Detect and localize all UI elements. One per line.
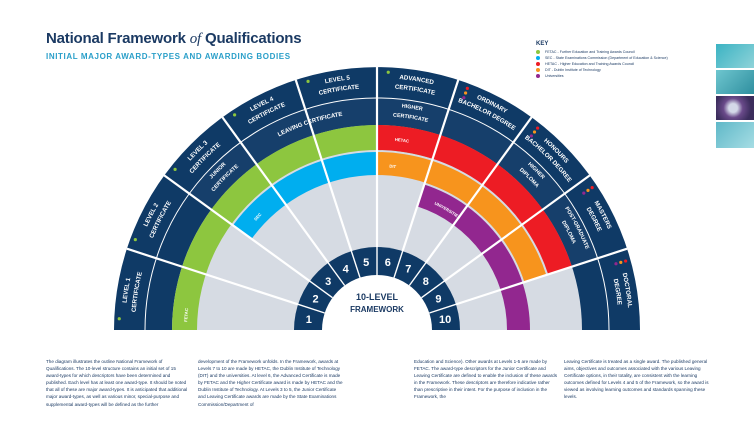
level-divider <box>408 116 533 287</box>
side-photo-1 <box>716 44 754 68</box>
level-divider <box>294 79 362 279</box>
band-label-dit: DIT <box>389 163 397 169</box>
key-legend: KEY FETAC - Further Education and Traini… <box>536 41 706 79</box>
award-label: LEVEL 1 <box>121 277 132 304</box>
awarding-body-dot-icon <box>133 238 137 242</box>
inner-award-label: CERTIFICATE <box>393 113 429 125</box>
key-item: DIT - Dublin Institute of Technology <box>536 67 706 73</box>
inner-award-label: HIGHER <box>401 103 423 112</box>
text-column-2: development of the Framework unfolds. In… <box>198 359 343 407</box>
key-dot-icon <box>536 56 540 60</box>
sec-band <box>232 152 377 239</box>
key-item: Universities <box>536 73 706 79</box>
hub-divider <box>429 303 457 314</box>
hub-divider <box>350 250 361 278</box>
awarding-body-dot-icon <box>117 317 121 321</box>
hetac-band <box>377 125 572 275</box>
page-title: National Framework of Qualifications <box>46 30 302 47</box>
awarding-body-dot-icon <box>529 134 533 138</box>
side-photo-4 <box>716 122 754 148</box>
level-divider <box>126 247 326 315</box>
base-line <box>112 330 642 334</box>
award-label: DEGREE <box>612 278 623 305</box>
band-label-fetac: FETAC <box>183 308 189 322</box>
awarding-body-dot-icon <box>464 91 468 95</box>
level-number-5: 5 <box>363 257 369 269</box>
level-number-1: 1 <box>306 314 312 326</box>
key-dot-icon <box>536 50 540 54</box>
key-dot-icon <box>536 74 540 78</box>
award-label: LEVEL 5 <box>324 74 351 85</box>
key-item: SEC - State Examinations Commission (Dep… <box>536 55 706 61</box>
level-number-2: 2 <box>312 294 318 306</box>
level-number-3: 3 <box>325 276 331 288</box>
awarding-body-dot-icon <box>619 260 623 264</box>
awarding-body-dot-icon <box>624 259 628 263</box>
level-divider <box>163 174 334 299</box>
key-item: FETAC - Further Education and Training A… <box>536 49 706 55</box>
key-dot-icon <box>536 62 540 66</box>
band-label-hetac: HETAC <box>395 137 410 144</box>
key-dot-icon <box>536 68 540 72</box>
page-subtitle: INITIAL MAJOR AWARD-TYPES AND AWARDING B… <box>46 52 291 61</box>
awarding-body-dot-icon <box>465 86 469 90</box>
key-label: FETAC - Further Education and Training A… <box>545 50 635 54</box>
band-label-sec: SEC <box>253 212 263 222</box>
hub-divider <box>327 262 346 286</box>
center-label: FRAMEWORK <box>350 305 404 314</box>
level-divider <box>428 247 628 315</box>
hub-divider <box>408 262 427 286</box>
center-label: 10-LEVEL <box>356 292 399 302</box>
text-column-4: Leaving Certificate is treated as a sing… <box>564 359 709 400</box>
level-divider <box>420 174 591 299</box>
awarding-body-dot-icon <box>582 191 586 195</box>
awarding-body-dot-icon <box>586 188 590 192</box>
level-number-8: 8 <box>423 276 429 288</box>
awarding-body-dot-icon <box>233 113 237 117</box>
ring-separator <box>144 97 610 331</box>
awarding-body-dot-icon <box>306 79 310 83</box>
inner-award-band <box>189 97 598 267</box>
level-number-7: 7 <box>405 264 411 276</box>
key-label: SEC - State Examinations Commission (Dep… <box>545 56 668 60</box>
hub-divider <box>393 250 404 278</box>
awarding-body-dot-icon <box>532 130 537 134</box>
text-column-3: Education and Science). Other awards at … <box>414 359 558 400</box>
awarding-body-dot-icon <box>590 186 594 190</box>
universities-band <box>417 184 530 330</box>
awarding-body-dot-icon <box>386 70 390 74</box>
awarding-body-dot-icon <box>614 262 618 266</box>
center-disc <box>322 275 432 330</box>
level-number-4: 4 <box>343 264 350 276</box>
level-number-10: 10 <box>439 314 451 326</box>
key-label: HETAC - Higher Education and Training Aw… <box>545 62 635 66</box>
key-label: DIT - Dublin Institute of Technology <box>545 68 601 72</box>
hub-divider <box>309 280 333 299</box>
hub-divider <box>297 303 325 314</box>
text-column-1: The diagram illustrates the outline Nati… <box>46 359 188 407</box>
key-label: Universities <box>545 74 564 78</box>
hub-divider <box>421 280 445 299</box>
dit-band <box>377 152 547 283</box>
side-photo-3 <box>716 96 754 120</box>
awarding-body-dot-icon <box>462 96 466 100</box>
awarding-body-dot-icon <box>173 167 177 171</box>
level-number-9: 9 <box>435 294 441 306</box>
side-photo-2 <box>716 70 754 94</box>
key-title: KEY <box>536 41 549 47</box>
level-number-6: 6 <box>385 257 391 269</box>
key-item: HETAC - Higher Education and Training Aw… <box>536 61 706 67</box>
level-divider <box>221 116 346 287</box>
level-divider <box>392 79 460 279</box>
awarding-body-dot-icon <box>536 126 540 130</box>
